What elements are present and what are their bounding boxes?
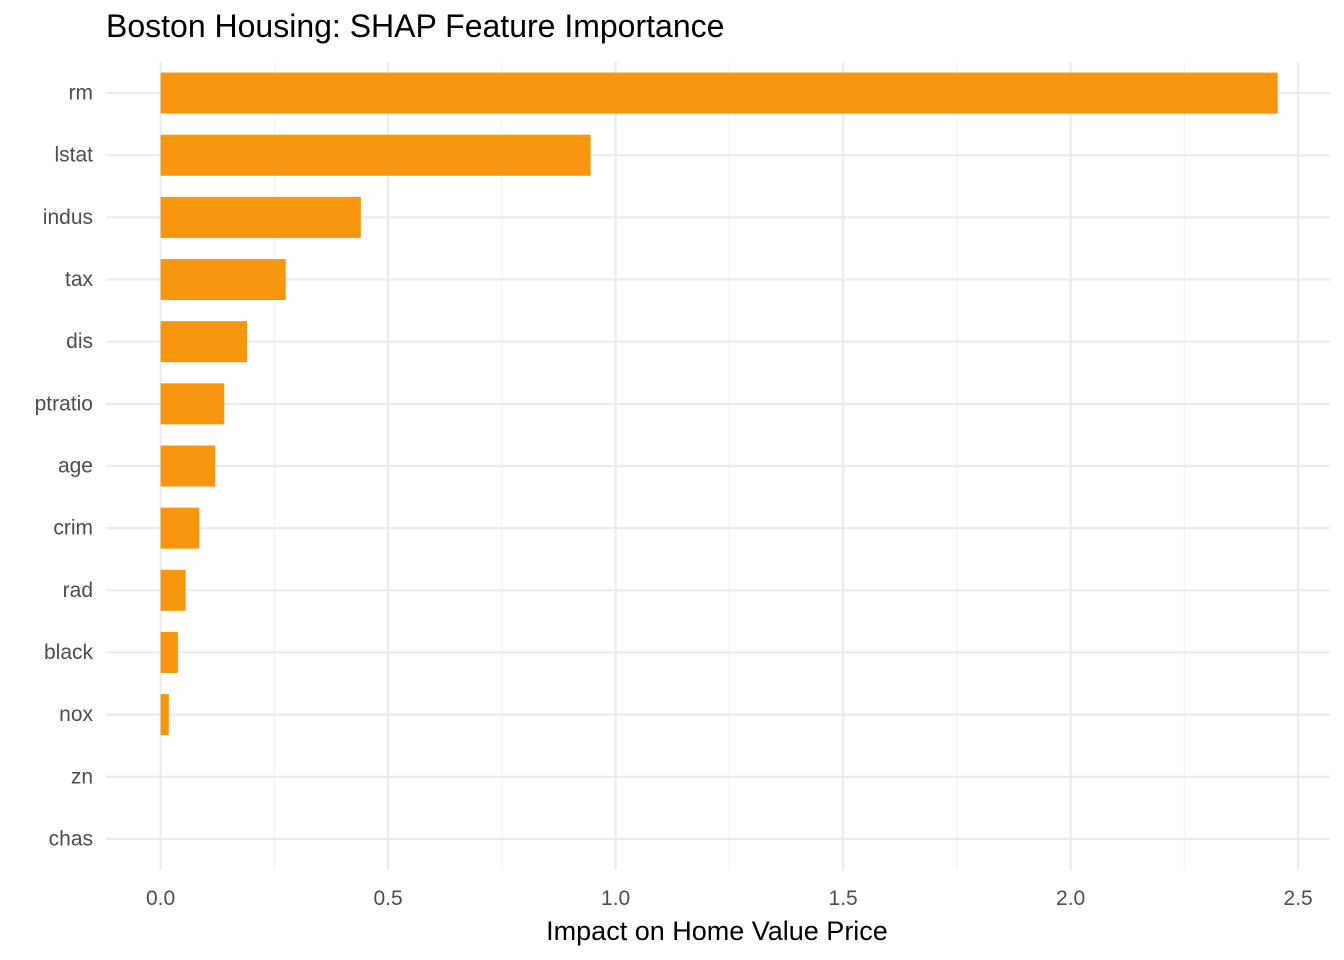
bar-nox xyxy=(160,694,169,736)
y-tick-label: rm xyxy=(69,82,94,105)
bar-indus xyxy=(160,196,361,238)
y-tick-label: dis xyxy=(66,330,93,353)
x-tick-label: 2.5 xyxy=(1284,887,1313,910)
y-tick-label: indus xyxy=(43,206,93,229)
y-tick-label: zn xyxy=(71,765,93,788)
x-tick-label: 1.5 xyxy=(829,887,858,910)
bar-rad xyxy=(160,569,186,611)
y-tick-labels: rm lstat indus tax dis ptratio age crim rad black… xyxy=(35,82,94,851)
bar-rm xyxy=(160,72,1278,114)
y-tick-label: black xyxy=(44,641,94,664)
grid-layer xyxy=(106,62,1330,870)
bar-dis xyxy=(160,321,248,363)
y-tick-label: tax xyxy=(65,268,94,291)
x-tick-label: 2.0 xyxy=(1056,887,1085,910)
x-tick-labels: 0.0 0.5 1.0 1.5 2.0 2.5 xyxy=(146,887,1313,910)
bar-age xyxy=(160,445,216,487)
y-tick-label: age xyxy=(58,455,93,478)
x-tick-label: 1.0 xyxy=(601,887,630,910)
y-tick-label: ptratio xyxy=(35,392,93,415)
y-tick-label: chas xyxy=(49,827,93,850)
y-tick-label: rad xyxy=(63,579,93,602)
chart-title: Boston Housing: SHAP Feature Importance xyxy=(106,8,725,44)
x-tick-label: 0.5 xyxy=(374,887,403,910)
y-tick-label: lstat xyxy=(54,144,93,167)
x-tick-label: 0.0 xyxy=(146,887,175,910)
bar-black xyxy=(160,631,178,673)
bar-tax xyxy=(160,259,286,301)
bar-ptratio xyxy=(160,383,225,425)
x-axis-title: Impact on Home Value Price xyxy=(546,916,888,946)
y-tick-label: crim xyxy=(53,517,93,540)
bar-layer xyxy=(160,72,1278,736)
bar-crim xyxy=(160,507,200,549)
bar-lstat xyxy=(160,134,591,176)
y-tick-label: nox xyxy=(59,703,93,726)
